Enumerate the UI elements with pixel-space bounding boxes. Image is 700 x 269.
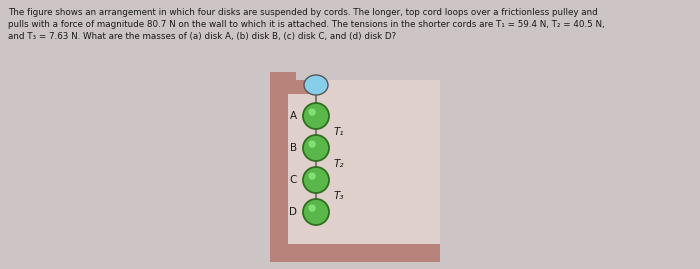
Text: A: A [290,111,297,121]
Circle shape [309,140,316,148]
Bar [270,244,440,262]
Bar [270,80,288,262]
Text: C: C [290,175,297,185]
Text: T₃: T₃ [334,191,344,201]
Text: T₁: T₁ [334,127,344,137]
Circle shape [303,135,329,161]
Text: B: B [290,143,297,153]
Circle shape [309,108,316,116]
Ellipse shape [304,75,328,95]
Bar [288,80,440,244]
Circle shape [303,199,329,225]
Text: D: D [289,207,297,217]
Circle shape [303,167,329,193]
Bar [270,72,296,80]
Bar [288,80,318,94]
Text: T₂: T₂ [334,159,344,169]
Text: The figure shows an arrangement in which four disks are suspended by cords. The : The figure shows an arrangement in which… [8,8,605,41]
Circle shape [309,172,316,180]
Circle shape [309,204,316,212]
Circle shape [303,103,329,129]
